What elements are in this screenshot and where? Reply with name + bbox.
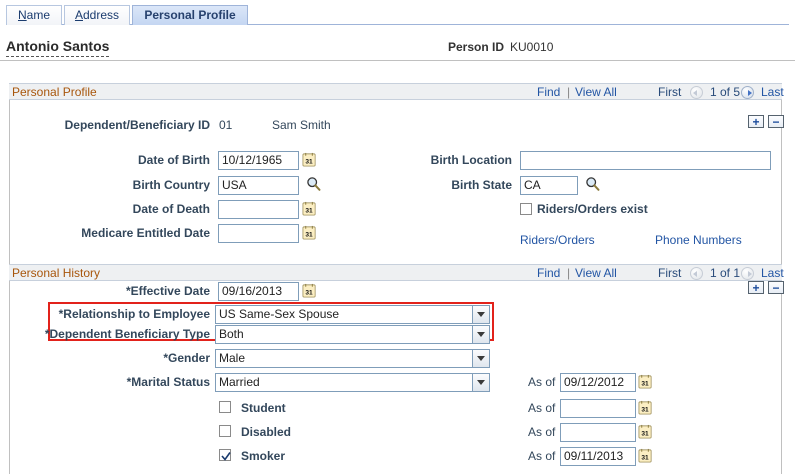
svg-text:31: 31 [305,207,313,214]
svg-text:31: 31 [641,430,649,437]
svg-text:31: 31 [305,289,313,296]
svg-text:31: 31 [641,454,649,461]
svg-text:31: 31 [641,380,649,387]
svg-text:31: 31 [641,406,649,413]
svg-text:31: 31 [305,158,313,165]
